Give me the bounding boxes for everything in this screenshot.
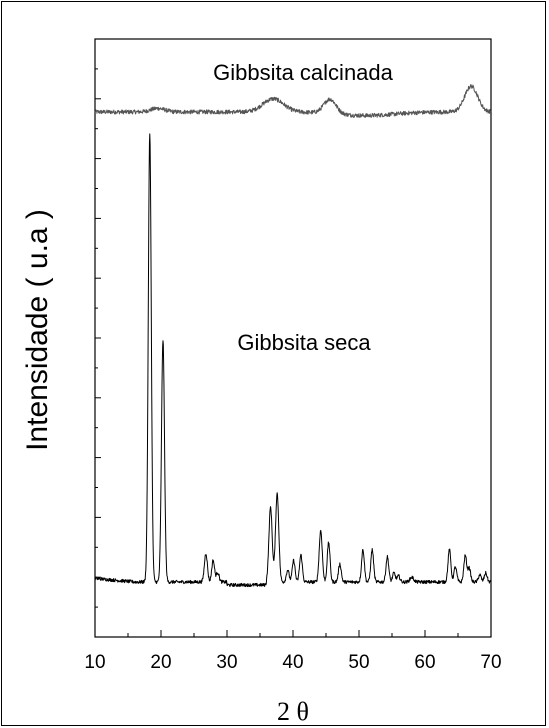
x-tick-label-10: 10: [84, 652, 105, 673]
x-tick-label-50: 50: [348, 652, 369, 673]
y-axis-title: Intensidade ( u.a ): [21, 209, 54, 451]
series-line-dried: [94, 133, 492, 588]
x-axis-ticks: [94, 630, 492, 637]
y-axis-ticks: [95, 38, 101, 638]
x-axis-title: 2 θ: [277, 697, 309, 726]
x-axis-tick-labels: 10 20 30 40 50 60 70: [84, 652, 501, 673]
x-tick-label-60: 60: [414, 652, 435, 673]
x-tick-label-30: 30: [216, 652, 237, 673]
annotation-calcined: Gibbsita calcinada: [213, 60, 394, 85]
x-tick-label-40: 40: [282, 652, 303, 673]
series-line-calcined: [94, 84, 492, 118]
x-tick-label-70: 70: [480, 652, 501, 673]
annotation-dried: Gibbsita seca: [237, 330, 371, 355]
x-tick-label-20: 20: [150, 652, 171, 673]
series-layer: [94, 84, 492, 588]
